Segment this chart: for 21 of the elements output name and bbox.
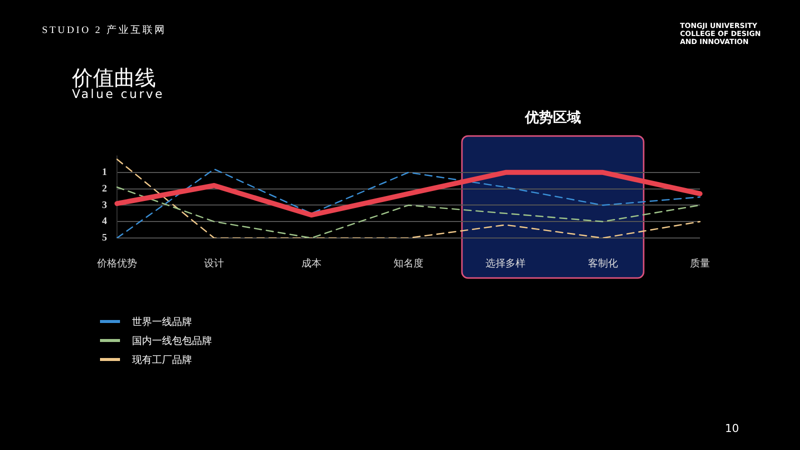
x-tick-label: 成本 bbox=[301, 258, 322, 270]
line-series bbox=[116, 186, 701, 238]
text: 10 bbox=[725, 422, 739, 435]
y-tick-label: 3 bbox=[102, 200, 107, 211]
chart-title: 价值曲线 bbox=[72, 65, 156, 90]
x-tick-label: 价格优势 bbox=[96, 258, 137, 270]
legend-label: 现有工厂品牌 bbox=[131, 354, 193, 368]
x-tick-label: 选择多样 bbox=[486, 258, 526, 270]
y-tick-label: 5 bbox=[102, 232, 107, 244]
y-tick-label: 1 bbox=[102, 166, 107, 178]
x-tick-label: 质量 bbox=[690, 258, 710, 270]
band-label: 优势区域 bbox=[524, 110, 581, 126]
x-tick-label: 客制化 bbox=[588, 258, 618, 270]
legend-label: 国内一线包包品牌 bbox=[131, 334, 212, 348]
chart-subtitle: Value curve bbox=[72, 87, 164, 101]
y-tick-label: 2 bbox=[102, 183, 107, 194]
text: STUDIO 2 产业互联网 bbox=[42, 24, 167, 37]
x-tick-label: 设计 bbox=[204, 258, 224, 270]
legend-label: 世界一线品牌 bbox=[131, 316, 193, 330]
x-tick-label: 知名度 bbox=[394, 258, 424, 270]
y-tick-label: 4 bbox=[102, 216, 107, 228]
